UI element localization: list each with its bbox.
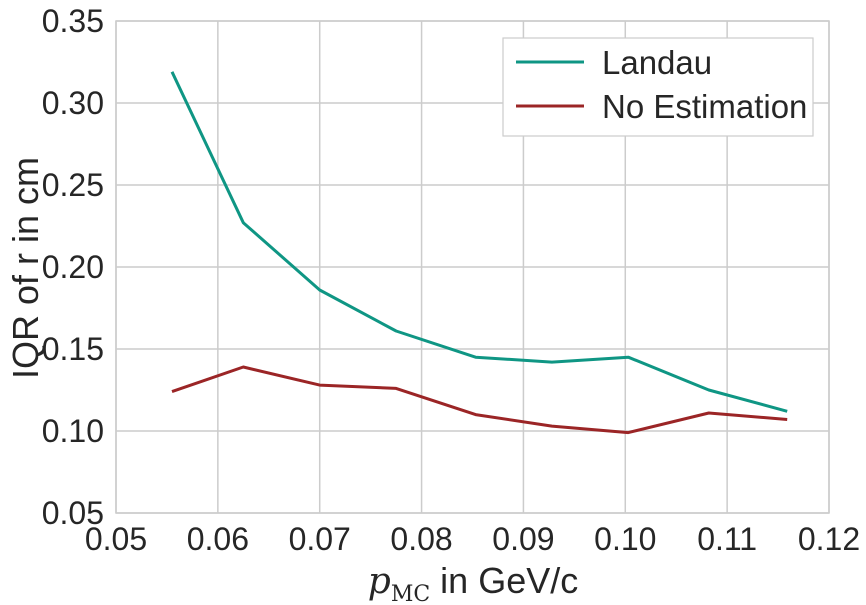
y-tick-label: 0.10 xyxy=(42,413,104,449)
x-tick-label: 0.05 xyxy=(85,521,147,557)
x-tick-label: 0.11 xyxy=(697,521,757,557)
series-lines xyxy=(170,71,788,435)
y-tick-label: 0.20 xyxy=(42,249,104,285)
y-tick-label: 0.30 xyxy=(42,85,104,121)
y-tick-labels: 0.05 0.10 0.15 0.20 0.25 0.30 0.35 xyxy=(42,3,104,531)
series-line-no-estimation xyxy=(171,365,788,435)
legend-label: Landau xyxy=(602,44,712,81)
x-axis-label-symbol: p xyxy=(368,561,391,602)
plot-frame xyxy=(115,20,830,514)
x-tick-label: 0.09 xyxy=(492,521,554,557)
x-tick-label: 0.06 xyxy=(187,521,249,557)
y-tick-label: 0.05 xyxy=(42,495,104,531)
x-axis-label-subscript: MC xyxy=(391,582,430,605)
legend: Landau No Estimation xyxy=(502,37,814,137)
x-axis-label: pMC in GeV/c xyxy=(368,560,578,605)
series-line-landau xyxy=(170,71,788,413)
y-tick-label: 0.15 xyxy=(42,331,104,367)
x-tick-label: 0.10 xyxy=(594,521,656,557)
legend-box xyxy=(502,37,814,137)
x-axis-label-text: in GeV/c xyxy=(430,560,578,601)
legend-label: No Estimation xyxy=(602,88,807,125)
x-tick-label: 0.07 xyxy=(289,521,351,557)
x-tick-label: 0.12 xyxy=(798,521,860,557)
x-tick-label: 0.08 xyxy=(390,521,452,557)
y-axis-label: IQR of r in cm xyxy=(5,157,46,379)
y-tick-label: 0.35 xyxy=(42,3,104,39)
y-tick-label: 0.25 xyxy=(42,167,104,203)
x-tick-labels: 0.05 0.06 0.07 0.08 0.09 0.10 0.11 0.12 xyxy=(85,521,860,557)
